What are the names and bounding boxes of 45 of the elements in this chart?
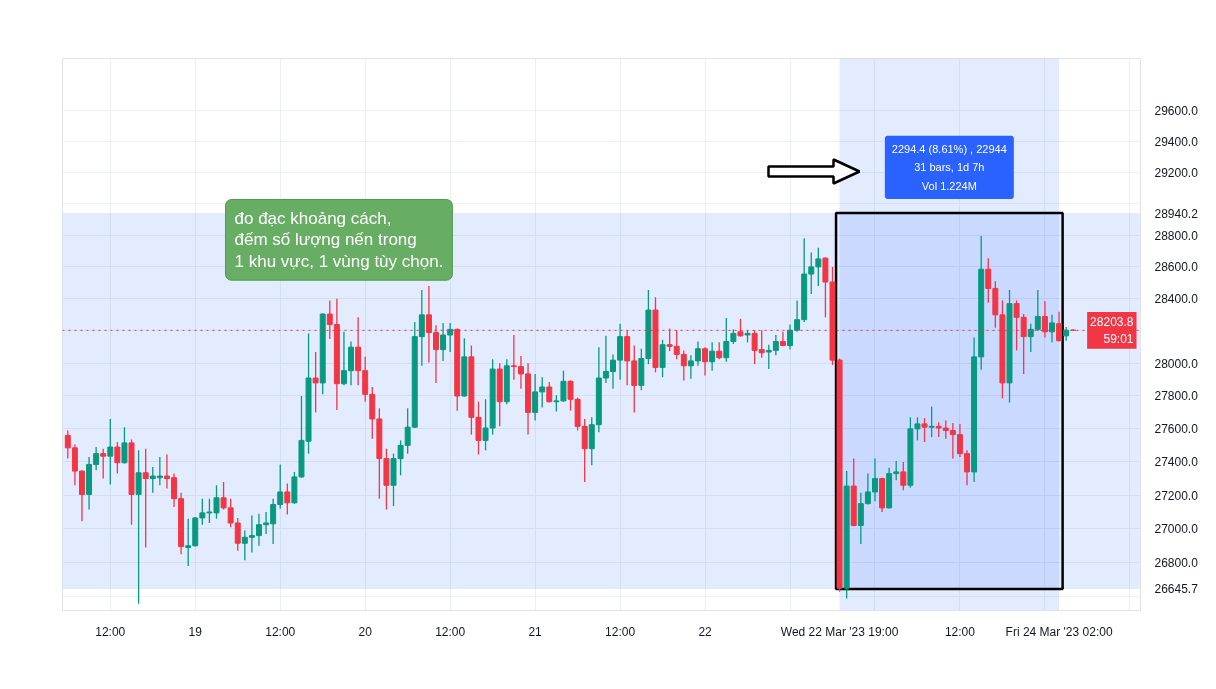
candlestick [659, 339, 666, 378]
candlestick [135, 449, 142, 605]
candlestick [1049, 314, 1055, 343]
x-tick-label: 19 [188, 624, 203, 639]
y-tick-label: 26800.0 [1154, 556, 1199, 571]
x-tick-label: Wed 22 Mar '23 19:00 [780, 624, 899, 639]
x-tick-label: 12:00 [944, 624, 976, 639]
y-tick-label: 27000.0 [1154, 522, 1199, 537]
x-tick-label: 22 [698, 624, 713, 639]
x-tick-label: 12:00 [435, 624, 466, 639]
x-tick-label: 12:00 [95, 624, 126, 639]
candlestick [107, 418, 114, 486]
y-tick-label: 26645.7 [1154, 582, 1199, 597]
candlestick [142, 448, 149, 549]
y-tick-label: 27200.0 [1154, 488, 1199, 503]
candlestick [121, 426, 128, 465]
y-tick-label: 29600.0 [1154, 103, 1199, 118]
candlestick [900, 461, 907, 491]
x-tick-label: Fri 24 Mar '23 02:00 [1005, 624, 1113, 639]
x-tick-label: 12:00 [265, 624, 296, 639]
y-tick-label: 28000.0 [1154, 356, 1199, 371]
candlestick [921, 417, 928, 443]
x-tick-label: 21 [528, 624, 543, 639]
candlestick [114, 441, 121, 475]
y-tick-label: 28800.0 [1154, 228, 1199, 243]
candlestick [312, 351, 319, 414]
y-tick-label: 27800.0 [1154, 389, 1199, 404]
candlestick [284, 482, 291, 516]
x-tick-label: 20 [358, 624, 373, 639]
y-tick-label: 29200.0 [1154, 165, 1199, 180]
y-tick-label: 28940.2 [1154, 206, 1199, 221]
y-tick-label: 28400.0 [1154, 292, 1199, 307]
y-tick-label: 27400.0 [1154, 455, 1199, 470]
y-tick-label: 29400.0 [1154, 134, 1199, 149]
candlestick [702, 346, 709, 377]
ref-line-label: 28203.8 59:01 [1090, 314, 1134, 346]
x-tick-label: 12:00 [605, 624, 636, 639]
candlestick [546, 381, 553, 404]
candlestick [100, 448, 107, 480]
y-tick-label: 27600.0 [1154, 422, 1199, 437]
annotation: 2294.4 (8.61%) , 22944 31 bars, 1d 7h Vol 1.224M [891, 142, 1007, 193]
candlestick [928, 405, 935, 438]
annotation: đo đạc khoảng cách, đếm số lượng nến trong 1 khu vực, 1 vùng tùy chọn. [234, 208, 444, 272]
candlestick [709, 341, 716, 372]
y-tick-label: 28600.0 [1154, 260, 1199, 275]
